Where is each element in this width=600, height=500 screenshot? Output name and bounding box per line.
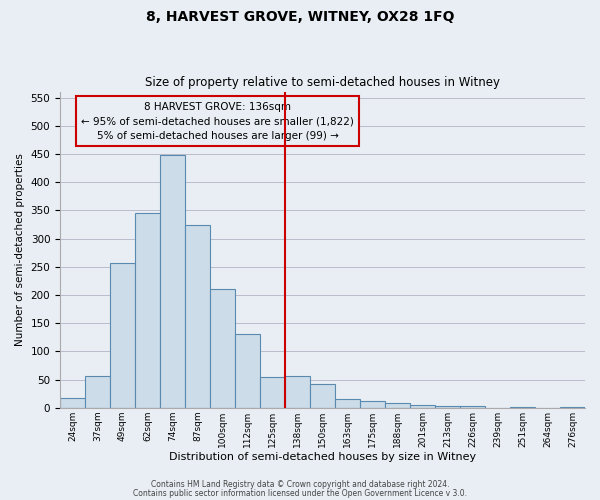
Bar	[435, 406, 460, 408]
Bar	[360, 401, 385, 408]
Bar	[210, 290, 235, 408]
Bar	[385, 404, 410, 408]
Title: Size of property relative to semi-detached houses in Witney: Size of property relative to semi-detach…	[145, 76, 500, 90]
Bar	[235, 334, 260, 408]
Bar	[160, 155, 185, 408]
Text: Contains HM Land Registry data © Crown copyright and database right 2024.: Contains HM Land Registry data © Crown c…	[151, 480, 449, 489]
Bar	[85, 376, 110, 408]
Bar	[135, 214, 160, 408]
Bar	[310, 384, 335, 408]
Y-axis label: Number of semi-detached properties: Number of semi-detached properties	[15, 154, 25, 346]
Bar	[335, 400, 360, 408]
Bar	[110, 263, 135, 408]
Bar	[60, 398, 85, 408]
Bar	[410, 405, 435, 408]
X-axis label: Distribution of semi-detached houses by size in Witney: Distribution of semi-detached houses by …	[169, 452, 476, 462]
Bar	[285, 376, 310, 408]
Bar	[260, 377, 285, 408]
Bar	[185, 224, 210, 408]
Bar	[460, 406, 485, 408]
Bar	[510, 406, 535, 408]
Bar	[560, 406, 585, 408]
Text: Contains public sector information licensed under the Open Government Licence v : Contains public sector information licen…	[133, 489, 467, 498]
Text: 8, HARVEST GROVE, WITNEY, OX28 1FQ: 8, HARVEST GROVE, WITNEY, OX28 1FQ	[146, 10, 454, 24]
Text: 8 HARVEST GROVE: 136sqm
← 95% of semi-detached houses are smaller (1,822)
5% of : 8 HARVEST GROVE: 136sqm ← 95% of semi-de…	[81, 102, 354, 141]
